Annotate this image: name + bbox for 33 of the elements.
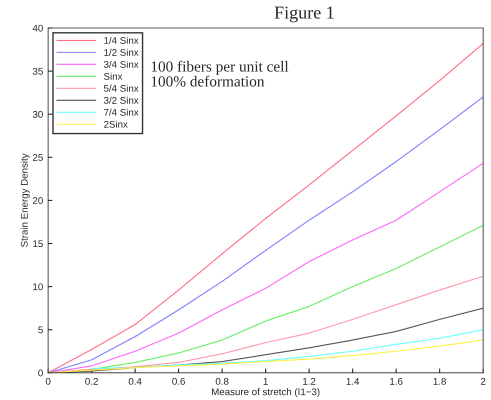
x-tick-label: 0 — [46, 378, 50, 385]
x-tick-label: 1 — [264, 378, 268, 385]
text: 100 fibers per unit cell 100% deformation — [152, 60, 288, 87]
y-tick-label: 20 — [32, 197, 43, 204]
y-tick-label: 10 — [33, 283, 43, 290]
y-tick-label: 5 — [38, 326, 43, 334]
y-tick-label: 40 — [32, 24, 43, 32]
x-tick-label: 0.6 — [172, 378, 185, 385]
x-tick-label: 1.2 — [303, 378, 316, 385]
legend-label: Sinx — [104, 72, 122, 80]
legend-label: 1/4 Sinx — [104, 36, 139, 44]
legend-label: 5/4 Sinx — [104, 84, 139, 92]
legend-label: 3/4 Sinx — [104, 60, 139, 68]
x-tick-label: 2 — [480, 378, 486, 385]
legend-label: 2Sinx — [104, 120, 128, 128]
x-tick-label: 0.2 — [85, 378, 98, 385]
y-axis-title: Strain Energy Density — [20, 153, 30, 247]
chart-title: Figure 1 — [274, 6, 334, 22]
x-tick-label: 1.8 — [434, 378, 446, 385]
line-series — [91, 329, 484, 370]
legend-label: 7/4 Sinx — [104, 108, 139, 116]
x-tick-label: 0.4 — [128, 378, 142, 385]
y-tick-label: 35 — [32, 68, 43, 75]
y-tick-label: 15 — [33, 240, 43, 248]
y-tick-label: 25 — [32, 154, 43, 161]
x-tick-label: 1.6 — [390, 378, 402, 385]
legend-label: 3/2 Sinx — [104, 96, 139, 104]
legend-label: 1/2 Sinx — [104, 48, 139, 56]
y-tick-label: 0 — [38, 370, 43, 376]
x-tick-label: 1.4 — [346, 378, 360, 385]
x-axis-title: Measure of stretch (I1−3) — [212, 388, 320, 398]
y-tick-label: 30 — [32, 110, 43, 118]
x-tick-label: 0.8 — [216, 378, 228, 385]
